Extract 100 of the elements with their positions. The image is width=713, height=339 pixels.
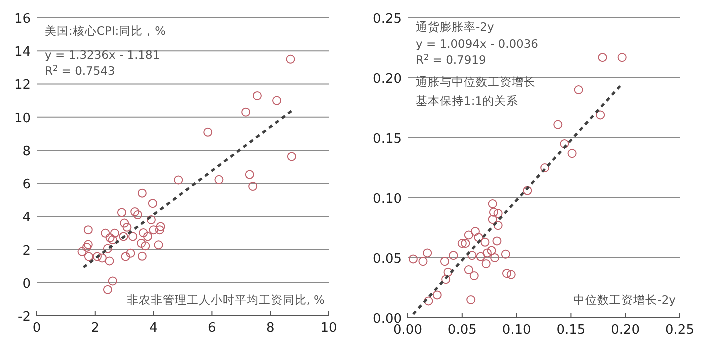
point [442, 275, 451, 284]
annotation: 基本保持1:1的关系 [416, 94, 519, 108]
point [461, 239, 470, 248]
x-tick-label: 6 [208, 321, 216, 336]
point [487, 246, 496, 256]
point [424, 296, 434, 306]
point [574, 86, 584, 94]
annotation: 通胀与中位数工资增长 [416, 75, 536, 89]
y-tick-label: 4 [22, 210, 31, 226]
point [248, 182, 258, 192]
point [108, 276, 118, 286]
y-tick-label: 2 [22, 244, 31, 259]
x-tick-label: 0.05 [448, 323, 477, 338]
point [242, 108, 251, 117]
point [245, 170, 254, 180]
point [470, 272, 479, 280]
y-tick-label: 14 [14, 45, 31, 60]
point [128, 232, 138, 242]
point [121, 252, 130, 262]
point [117, 208, 126, 218]
point [482, 260, 491, 268]
point [464, 266, 474, 274]
y-axis-title: 通货膨胀率-2y [416, 20, 494, 34]
point [458, 239, 467, 248]
point [432, 290, 442, 300]
point [110, 228, 120, 238]
point [568, 149, 577, 158]
point [84, 240, 93, 250]
point [78, 247, 87, 256]
point [502, 269, 512, 278]
annotation: y = 1.0094x - 0.0036 [416, 37, 538, 51]
x-tick-label: 8 [266, 321, 275, 336]
point [598, 53, 608, 62]
point [214, 175, 224, 184]
point [444, 268, 453, 277]
point [148, 199, 158, 208]
point [141, 242, 150, 251]
point [137, 238, 146, 248]
point [143, 232, 152, 242]
point [506, 270, 516, 280]
x-tick-label: 4 [150, 321, 158, 336]
annotation: R$^{2}$ = 0.7919 [416, 52, 486, 67]
y-tick-label: 0.25 [373, 12, 402, 27]
y-tick-label: 0.10 [373, 192, 402, 207]
point [154, 240, 164, 250]
y-tick-label: 0.15 [373, 132, 402, 147]
y-axis-title: 美国:核心CPI:同比，% [45, 24, 166, 38]
point [468, 251, 477, 260]
point [523, 186, 532, 196]
point [480, 238, 490, 247]
y-tick-label: 0.05 [373, 252, 402, 267]
point [204, 128, 213, 137]
y-tick-label: 10 [14, 111, 31, 126]
y-tick-label: 6 [22, 178, 31, 193]
point [449, 251, 458, 260]
point [155, 226, 164, 235]
point [408, 254, 418, 264]
point [470, 227, 480, 236]
point [488, 200, 498, 208]
point [149, 226, 158, 235]
x-axis-title: 非农非管理工人小时平均工资同比, % [126, 293, 326, 307]
x-tick-label: 0.10 [502, 323, 532, 338]
point [618, 53, 627, 62]
point [494, 209, 503, 218]
point [490, 254, 500, 262]
x-tick-label: 2 [91, 321, 100, 336]
point [84, 226, 93, 235]
point [423, 248, 432, 258]
point [492, 236, 502, 246]
point [174, 176, 184, 185]
point [488, 215, 498, 224]
x-tick-label: 0.20 [611, 323, 640, 338]
point [134, 210, 143, 220]
point [139, 228, 148, 238]
point [122, 222, 132, 232]
point [560, 140, 570, 148]
point [489, 208, 498, 217]
point [103, 244, 112, 254]
point [474, 233, 484, 242]
point [126, 248, 136, 258]
x-tick-label: 0 [32, 321, 42, 336]
point [106, 234, 115, 243]
point [101, 228, 110, 238]
x-tick-label: 0.15 [556, 323, 586, 338]
y-tick-label: 16 [14, 12, 31, 27]
annotation: R$^{2}$ = 0.7543 [45, 64, 116, 78]
point [272, 96, 282, 106]
point [482, 248, 492, 258]
annotation: y = 1.3236x - 1.181 [45, 48, 160, 62]
x-axis-title: 中位数工资增长-2y [574, 293, 676, 307]
point [476, 252, 486, 262]
point [138, 188, 147, 198]
point [596, 110, 606, 120]
point [119, 232, 128, 242]
y-tick-label: 0.20 [373, 72, 402, 87]
point [464, 230, 474, 240]
y-tick-label: 0 [22, 276, 31, 292]
point [92, 252, 102, 262]
point [98, 254, 107, 263]
y-tick-label: -2 [18, 310, 31, 325]
